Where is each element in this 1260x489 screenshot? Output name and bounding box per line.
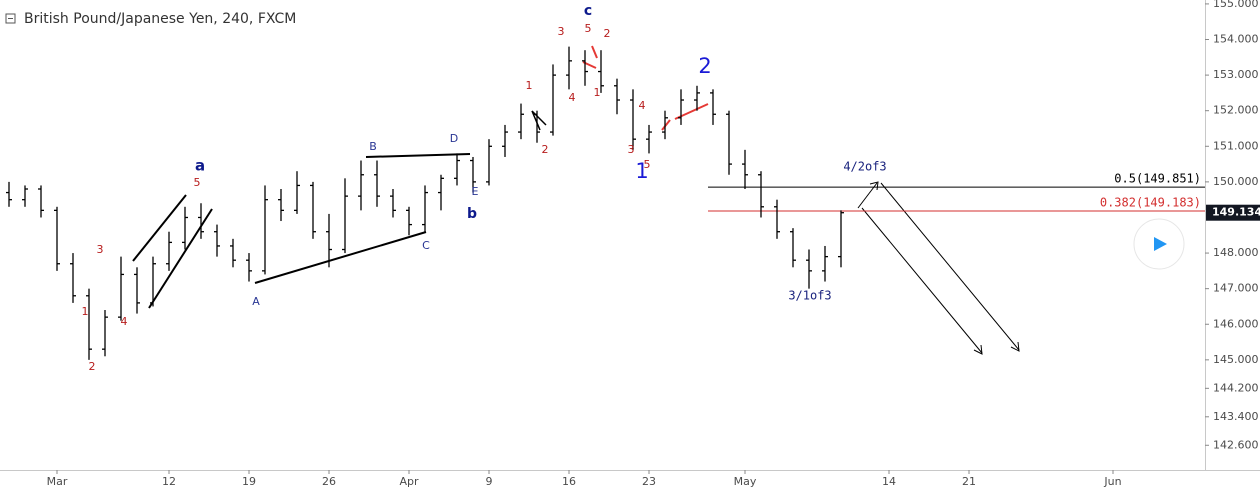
wave-label: 5 bbox=[194, 176, 201, 189]
y-tick-label: 144.200 bbox=[1213, 381, 1259, 394]
fib-label: 0.382(149.183) bbox=[1100, 195, 1201, 209]
wave-label: 3 bbox=[628, 143, 635, 156]
x-tick-label: May bbox=[734, 475, 757, 488]
wave-label: 1 bbox=[526, 79, 533, 92]
x-tick-label: Jun bbox=[1103, 475, 1121, 488]
wave-label: 1 bbox=[82, 305, 89, 318]
wave-label: 5 bbox=[644, 158, 651, 171]
arrow-down bbox=[861, 207, 983, 354]
last-price-box bbox=[1206, 204, 1260, 221]
y-tick-label: 153.000 bbox=[1213, 68, 1259, 81]
chart-title: British Pound/Japanese Yen, 240, FXCM bbox=[24, 11, 296, 27]
y-tick-label: 146.000 bbox=[1213, 317, 1259, 330]
wave-label: 2 bbox=[698, 54, 711, 78]
x-tick-label: 26 bbox=[322, 475, 336, 488]
wave-label: 4/2of3 bbox=[843, 160, 886, 174]
wave-label: 4 bbox=[639, 99, 646, 112]
wave-label: a bbox=[195, 157, 205, 175]
wave-label: b bbox=[467, 206, 477, 222]
plot: 155.000 154.000 153.000 152.000 151.000 150.0… bbox=[6, 0, 1260, 488]
y-tick-label: 142.600 bbox=[1213, 438, 1259, 451]
wave-label: 3 bbox=[558, 25, 565, 38]
y-tick-label: 152.000 bbox=[1213, 104, 1259, 117]
wave-label: A bbox=[252, 295, 260, 308]
red-line bbox=[661, 119, 671, 131]
red-line bbox=[591, 45, 598, 59]
wedge-upper bbox=[132, 194, 187, 262]
arrow-head bbox=[1010, 341, 1020, 352]
wave-label: 3/1of3 bbox=[788, 289, 831, 303]
y-tick-label: 147.000 bbox=[1213, 282, 1259, 295]
small-triangle-a bbox=[531, 110, 547, 126]
x-tick-label: Mar bbox=[47, 475, 68, 488]
x-tick-label: 16 bbox=[562, 475, 576, 488]
wave-label: E bbox=[472, 185, 479, 198]
x-tick-label: 9 bbox=[486, 475, 493, 488]
x-tick-label: Apr bbox=[399, 475, 419, 488]
y-tick-label: 143.400 bbox=[1213, 410, 1259, 423]
wave-label: 3 bbox=[97, 243, 104, 256]
y-tick-label: 155.000 bbox=[1213, 0, 1259, 10]
wave-label: 5 bbox=[585, 22, 592, 35]
triangle-upper bbox=[365, 153, 471, 158]
collapse-icon[interactable] bbox=[5, 13, 16, 24]
last-price-label: 149.134 bbox=[1212, 206, 1260, 219]
x-tick-label: 12 bbox=[162, 475, 176, 488]
play-icon bbox=[1154, 237, 1167, 251]
fib-label: 0.5(149.851) bbox=[1114, 172, 1201, 186]
wave-label: 4 bbox=[121, 315, 128, 328]
wave-label: 2 bbox=[542, 143, 549, 156]
y-tick-label: 145.000 bbox=[1213, 353, 1259, 366]
y-tick-label: 151.000 bbox=[1213, 139, 1259, 152]
wave-label: C bbox=[422, 239, 430, 252]
wave-label: 2 bbox=[604, 27, 611, 40]
wave-label: c bbox=[584, 3, 592, 19]
x-tick-label: 19 bbox=[242, 475, 256, 488]
y-tick-label: 148.000 bbox=[1213, 246, 1259, 259]
wave-label: 4 bbox=[569, 91, 576, 104]
wave-label: 1 bbox=[635, 159, 648, 183]
y-tick-label: 154.000 bbox=[1213, 33, 1259, 46]
triangle-lower bbox=[254, 231, 427, 284]
x-tick-label: 21 bbox=[962, 475, 976, 488]
x-tick-label: 14 bbox=[882, 475, 896, 488]
small-triangle-b bbox=[531, 110, 541, 131]
wave-label: D bbox=[450, 132, 458, 145]
arrow-head bbox=[973, 344, 983, 355]
y-tick-label: 150.000 bbox=[1213, 175, 1259, 188]
wave-label: 2 bbox=[89, 360, 96, 373]
wave-label: B bbox=[369, 140, 377, 153]
wave-label: 1 bbox=[594, 86, 601, 99]
x-tick-label: 23 bbox=[642, 475, 656, 488]
